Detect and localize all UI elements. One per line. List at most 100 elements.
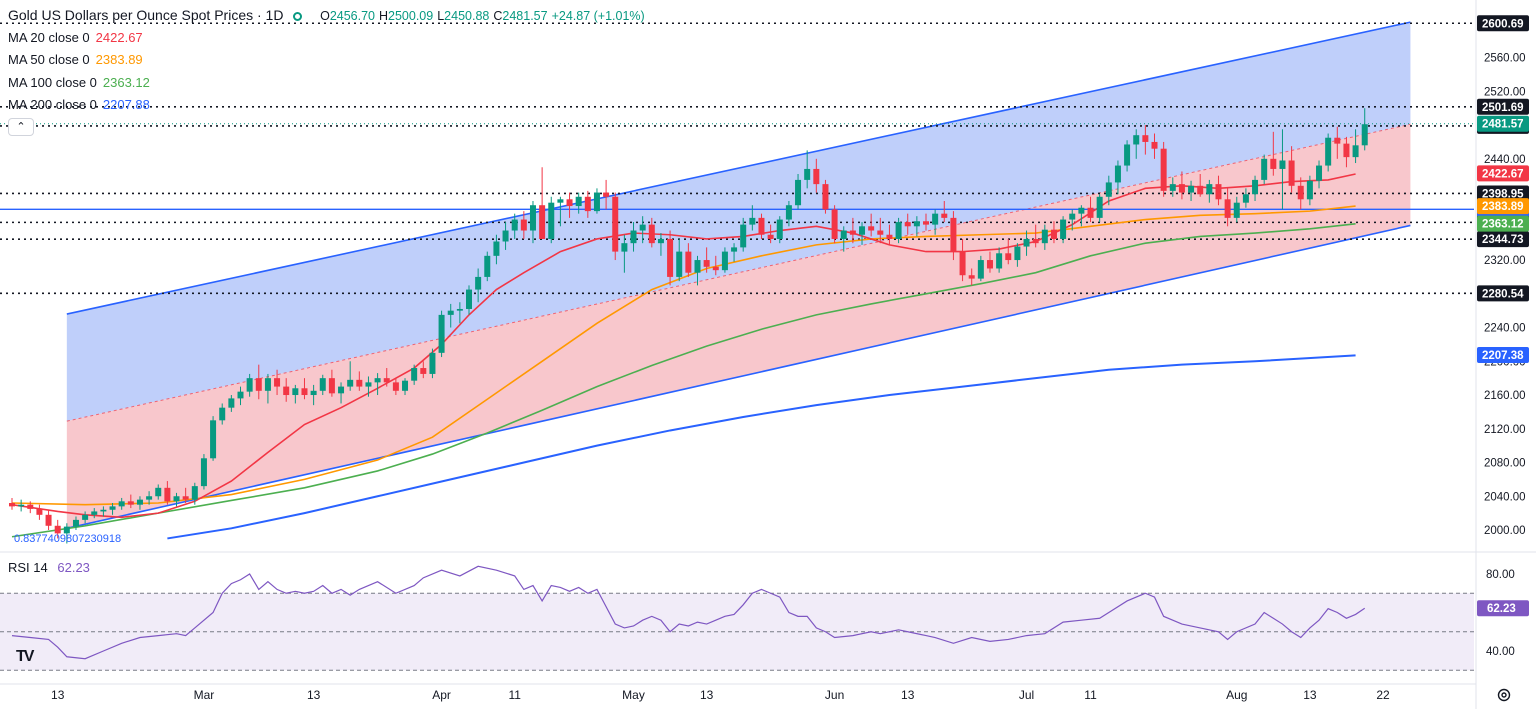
candle-body — [1169, 184, 1176, 191]
candle-body — [868, 226, 875, 231]
candle-body — [877, 230, 884, 235]
ma100-line — [11, 222, 1356, 538]
ohlc-values: O2456.70 H2500.09 L2450.88 C2481.57 +24.87 (… — [320, 9, 649, 23]
symbol-title[interactable]: Gold US Dollars per Ounce Spot Prices · … — [8, 7, 284, 23]
candle-body — [575, 196, 582, 207]
rsi-tick-label: 40.00 — [1486, 646, 1515, 658]
candle-body — [274, 378, 281, 387]
price-badge: 2481.57 — [1482, 119, 1524, 131]
time-tick-label: 22 — [1376, 688, 1390, 702]
candle-body — [456, 308, 463, 311]
candle-body — [703, 260, 710, 267]
candle-body — [136, 499, 143, 505]
candle-body — [1288, 160, 1295, 186]
price-badge: 2207.38 — [1482, 350, 1524, 362]
candle-body — [264, 378, 271, 391]
ohlc-item: C2481.57 — [493, 9, 547, 23]
level-badge: 2344.73 — [1482, 234, 1524, 246]
price-tick-label: 2040.00 — [1484, 491, 1526, 503]
price-tick-label: 2320.00 — [1484, 255, 1526, 267]
ohlc-key: C — [493, 9, 503, 23]
candle-body — [1242, 194, 1249, 203]
ma-legend-row[interactable]: MA 50 close 0 2383.89 — [8, 49, 649, 72]
candle-body — [776, 219, 783, 239]
candle-body — [895, 222, 902, 239]
candle-body — [1087, 207, 1094, 218]
candle-body — [913, 221, 920, 227]
candle-body — [731, 247, 738, 252]
candle-body — [246, 378, 253, 392]
candle-body — [1005, 253, 1012, 261]
candle-body — [539, 205, 546, 239]
time-tick-label: 13 — [51, 688, 65, 702]
candle-body — [1252, 179, 1259, 195]
candle-body — [9, 503, 15, 507]
ohlc-item: O2456.70 — [320, 9, 375, 23]
candle-body — [667, 238, 674, 277]
candle-body — [72, 519, 79, 527]
candle-body — [328, 378, 335, 394]
candle-body — [959, 251, 966, 276]
candle-body — [923, 221, 929, 225]
candle-body — [712, 266, 719, 271]
time-tick-label: 13 — [1303, 688, 1317, 702]
time-tick-label: 11 — [508, 688, 521, 702]
candle-body — [1188, 185, 1195, 193]
candle-body — [219, 407, 226, 421]
channel-mid-line — [66, 123, 1411, 422]
chart-header: Gold US Dollars per Ounce Spot Prices · … — [8, 4, 649, 27]
candle-body — [1206, 184, 1213, 195]
ohlc-item: L2450.88 — [437, 9, 489, 23]
candle-body — [941, 213, 948, 218]
ohlc-item: H2500.09 — [379, 9, 433, 23]
level-badge-bg — [1477, 185, 1529, 202]
price-badge: 2363.12 — [1482, 219, 1524, 231]
candle-body — [721, 251, 728, 271]
collapse-legend-button[interactable]: ⌃ — [8, 118, 34, 136]
candle-body — [676, 251, 683, 277]
ma-legend-row[interactable]: MA 20 close 0 2422.67 — [8, 27, 649, 50]
candle-body — [849, 230, 856, 235]
candle-body — [338, 386, 345, 394]
candle-body — [1306, 180, 1313, 200]
candle-body — [18, 504, 25, 507]
candle-body — [374, 378, 381, 383]
candle-body — [950, 217, 957, 252]
candle-body — [1060, 219, 1067, 239]
candle-body — [502, 230, 509, 242]
candle-body — [484, 255, 491, 277]
ma-legend-row[interactable]: MA 200 close 0 2207.88 — [8, 94, 649, 117]
time-tick-label: 13 — [901, 688, 915, 702]
candle-body — [36, 508, 43, 515]
candle-body — [292, 388, 299, 396]
candle-body — [1078, 207, 1085, 214]
time-tick-label: Jul — [1019, 688, 1034, 702]
tradingview-logo-icon[interactable]: TV — [16, 648, 35, 665]
level-badge: 2398.95 — [1482, 188, 1524, 200]
ma-legend-row[interactable]: MA 100 close 0 2363.12 — [8, 72, 649, 95]
fib-ratio-label: 0.8377409807230918 — [14, 533, 121, 545]
rsi-value: 62.23 — [57, 560, 90, 575]
candle-body — [1041, 229, 1048, 244]
ohlc-value: 2500.09 — [388, 9, 434, 23]
time-tick-label: 11 — [1084, 688, 1097, 702]
price-tick-label: 2120.00 — [1484, 424, 1526, 436]
candle-body — [694, 260, 701, 273]
candle-body — [621, 243, 628, 252]
candle-body — [831, 209, 838, 239]
candle-body — [529, 205, 536, 231]
rsi-label[interactable]: RSI 14 — [8, 560, 48, 575]
candle-body — [228, 398, 235, 408]
candle-body — [392, 382, 399, 391]
level-badge: 2600.69 — [1482, 18, 1524, 30]
candle-body — [1050, 229, 1057, 239]
chart-legend: Gold US Dollars per Ounce Spot Prices · … — [8, 4, 649, 117]
candle-body — [557, 199, 564, 203]
ma-legend-label: MA 200 close 0 — [8, 97, 97, 112]
rsi-tick-label: 80.00 — [1486, 569, 1515, 581]
candle-body — [1279, 160, 1286, 169]
candle-body — [365, 382, 372, 387]
settings-gear-icon[interactable] — [1496, 687, 1512, 703]
time-tick-label: 13 — [700, 688, 714, 702]
